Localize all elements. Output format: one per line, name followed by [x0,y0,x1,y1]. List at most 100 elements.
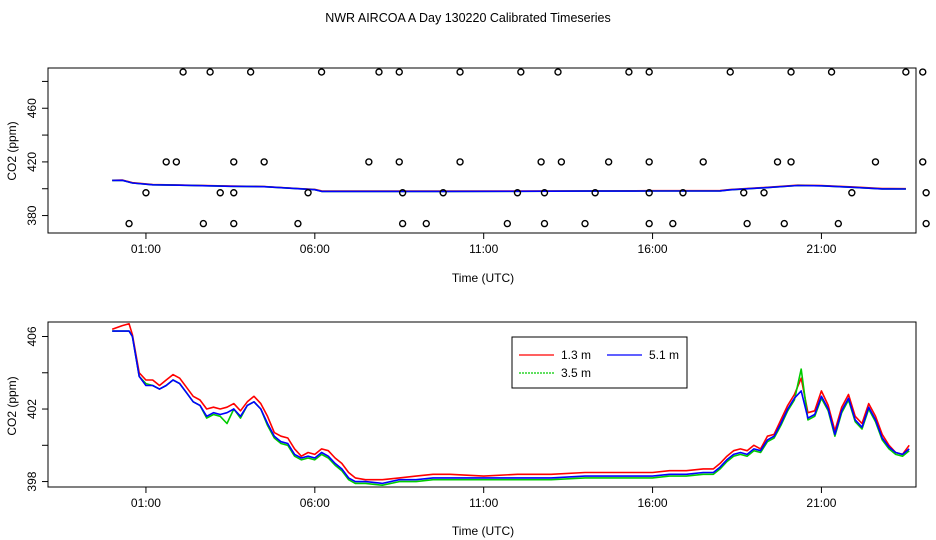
x-tick-label: 11:00 [469,496,498,510]
bottom-plot-frame [47,321,917,488]
scatter-point [172,158,181,166]
scatter-point [871,158,880,166]
scatter-point [260,158,268,166]
scatter-point [922,189,930,197]
figure-title: NWR AIRCOA A Day 130220 Calibrated Times… [325,11,611,25]
scatter-point [827,68,836,76]
scatter-point [216,189,224,197]
scatter-point [645,219,653,228]
scatter-point [422,219,430,228]
bottom-x-axis-label: Time (UTC) [452,524,514,538]
y-tick-label: 402 [25,399,39,419]
scatter-point [206,68,214,76]
series-line-5-1-m [112,330,910,485]
scatter-point [669,219,677,228]
bottom-y-axis: 398 402 406 [25,326,48,492]
scatter-point [456,158,464,166]
scatter-point [317,68,326,76]
scatter-point [645,68,653,76]
bottom-x-axis: 01:00 06:00 11:00 16:00 21:00 [131,487,837,510]
top-x-axis-label: Time (UTC) [452,271,514,285]
scatter-point [919,68,927,76]
bottom-y-axis-label: CO2 (ppm) [5,376,19,435]
scatter-point [439,189,447,197]
scatter-point [902,68,910,76]
scatter-point [726,68,734,76]
scatter-point [540,189,549,197]
legend-label-5-1m: 5.1 m [649,348,679,362]
scatter-point [581,219,589,228]
scatter-point [142,189,150,197]
scatter-point [919,158,927,166]
scatter-point [743,219,751,228]
x-tick-label: 01:00 [131,242,161,256]
top-plot-frame [47,67,917,234]
y-tick-label: 460 [25,98,39,118]
scatter-point [554,68,562,76]
scatter-point [591,189,599,197]
scatter-point [540,219,549,228]
scatter-point [162,158,170,166]
series-line-3-5-m [112,330,910,487]
x-tick-label: 06:00 [300,242,330,256]
scatter-point [517,68,525,76]
scatter-point [773,158,782,166]
scatter-point [230,189,238,197]
legend-label-1-3m: 1.3 m [561,348,591,362]
y-tick-label: 398 [25,471,39,491]
top-y-axis-label: CO2 (ppm) [5,121,19,180]
series-line-1-3-m [111,322,910,481]
x-tick-label: 11:00 [469,242,498,256]
scatter-point [513,189,522,197]
x-tick-label: 21:00 [806,242,836,256]
scatter-point [780,219,788,228]
series-line-5-1-m [112,179,906,193]
top-panel-co2-scatter: 01:00 06:00 11:00 16:00 21:00 380 420 460 Time… [5,67,930,285]
bottom-panel-co2-lines: 01:00 06:00 11:00 16:00 21:00 398 402 406 Time… [5,321,917,538]
scatter-point [604,158,613,166]
scatter-point [787,158,795,166]
scatter-point [760,189,768,197]
scatter-point [699,158,707,166]
scatter-point [537,158,545,166]
scatter-point [645,189,653,197]
scatter-point [645,158,653,166]
bottom-series-lines [111,322,910,487]
y-tick-label: 406 [25,326,39,346]
legend-label-3-5m: 3.5 m [561,366,591,380]
top-x-axis: 01:00 06:00 11:00 16:00 21:00 [131,233,837,256]
legend: 1.3 m 5.1 m 3.5 m [511,336,688,389]
scatter-point [230,158,238,166]
top-scatter-points [125,68,930,228]
x-tick-label: 06:00 [300,496,330,510]
scatter-point [503,219,512,228]
scatter-point [179,68,187,76]
scatter-point [398,189,407,197]
scatter-point [679,189,687,197]
scatter-point [740,189,748,197]
scatter-point [304,189,312,197]
scatter-point [834,219,843,228]
scatter-point [395,68,403,76]
scatter-point [625,68,633,76]
top-y-axis: 380 420 460 [25,80,48,226]
scatter-point [294,219,302,228]
scatter-point [246,68,255,76]
scatter-point [365,158,373,166]
scatter-point [395,158,403,166]
scatter-point [398,219,407,228]
scatter-point [456,68,464,76]
scatter-point [199,219,208,228]
scatter-point [557,158,566,166]
x-tick-label: 16:00 [638,242,668,256]
scatter-point [787,68,795,76]
scatter-point [922,219,930,228]
scatter-point [375,68,383,76]
y-tick-label: 380 [25,205,39,225]
scatter-point [230,219,238,228]
y-tick-label: 420 [25,152,39,172]
x-tick-label: 16:00 [638,496,668,510]
legend-box [511,336,688,389]
scatter-point [848,189,856,197]
